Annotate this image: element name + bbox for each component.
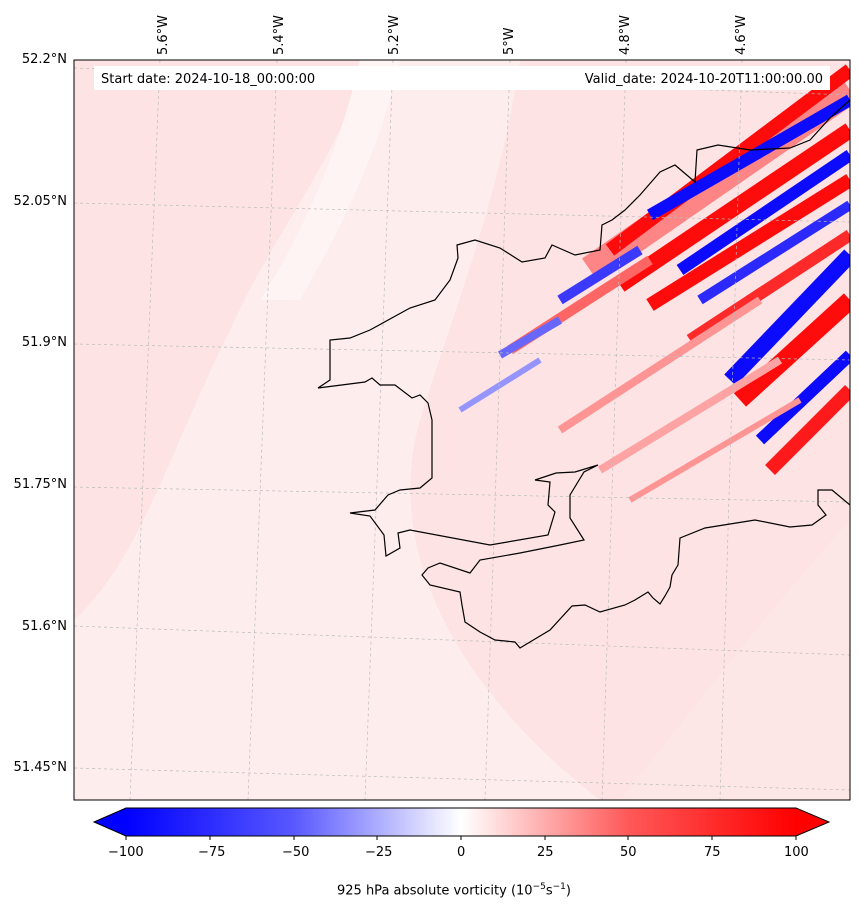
colorbar-label: 925 hPa absolute vorticity (10−5s−1): [337, 882, 571, 899]
valid-date-text: Valid_date: 2024-10-20T11:00:00.00: [585, 72, 823, 87]
coastline: [317, 99, 850, 649]
colorbar-tick-label: 100: [784, 845, 809, 860]
lon-label-5-4w: 5.4°W: [272, 14, 287, 55]
colorbar-tick-label: 0: [457, 845, 466, 860]
colorbar-tick-label: 75: [704, 845, 721, 860]
map-panel: [74, 60, 850, 800]
lon-label-5-6w: 5.6°W: [156, 14, 171, 55]
lat-label-51-75: 51.75°N: [13, 477, 67, 492]
colorbar-tick-label: 50: [620, 845, 637, 860]
lon-label-5-2w: 5.2°W: [387, 14, 402, 55]
lat-label-51-6: 51.6°N: [21, 619, 67, 634]
colorbar-tick-label: −100: [108, 845, 144, 860]
colorbar: [92, 807, 831, 840]
vorticity-field-southeast-region: [620, 520, 850, 800]
map-frame: [73, 59, 851, 801]
start-date-text: Start date: 2024-10-18_00:00:00: [101, 72, 315, 87]
lat-label-51-45: 51.45°N: [13, 760, 67, 775]
lat-label-52-05: 52.05°N: [13, 194, 67, 209]
colorbar-tick-label: 25: [537, 845, 554, 860]
lon-label-5w: 5°W: [502, 27, 517, 55]
colorbar-tick-label: −50: [282, 845, 310, 860]
lon-label-4-6w: 4.6°W: [734, 14, 749, 55]
vorticity-field-light-region: [74, 60, 600, 800]
vorticity-bands: [458, 64, 850, 503]
colorbar-tick-label: −75: [198, 845, 226, 860]
lat-label-51-9: 51.9°N: [21, 335, 67, 350]
vorticity-field-white-streak: [260, 60, 400, 300]
header-box: [94, 66, 830, 90]
lon-label-4-8w: 4.8°W: [618, 14, 633, 55]
lat-label-52-2: 52.2°N: [21, 52, 67, 67]
colorbar-tick-label: −25: [365, 845, 393, 860]
